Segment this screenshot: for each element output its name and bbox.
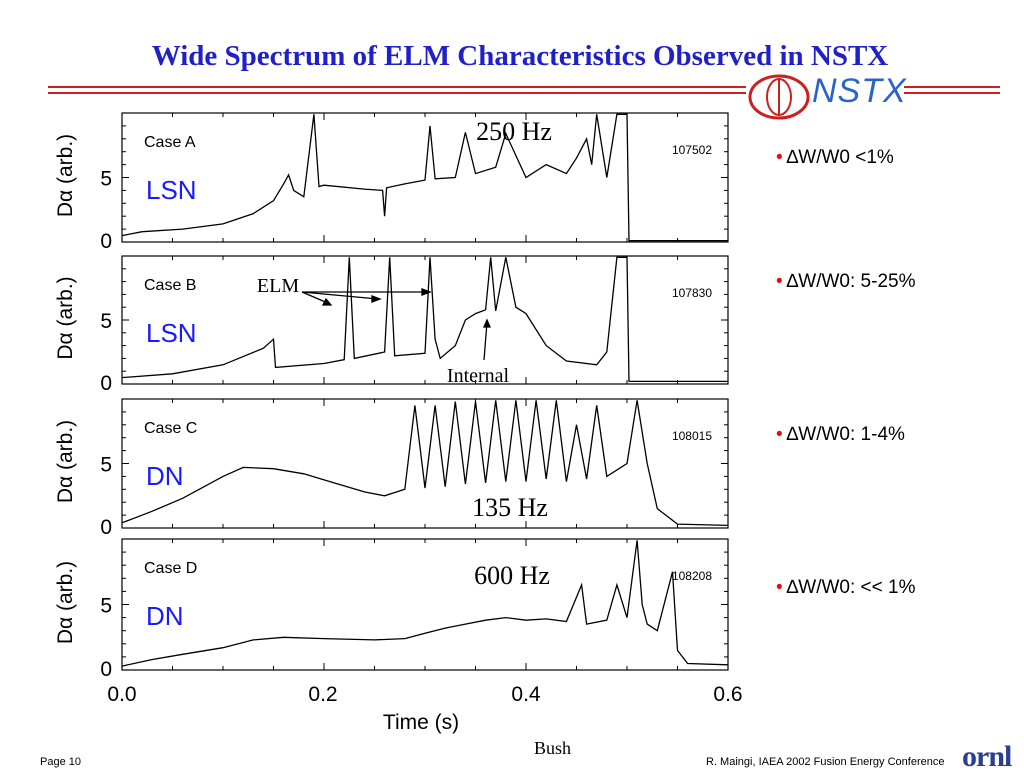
shot-number: 107830 xyxy=(672,286,712,300)
series-line xyxy=(121,540,729,667)
y-tick-label: 5 xyxy=(100,454,112,477)
ornl-logo: ornl xyxy=(962,740,1012,773)
panel-frame xyxy=(121,255,729,385)
author: Bush xyxy=(534,738,572,758)
annotation-internal: Internal xyxy=(447,365,510,387)
case-label: Case C xyxy=(144,420,197,437)
shot-number: 108208 xyxy=(672,569,712,583)
annotation-600hz: 600 Hz xyxy=(474,561,550,590)
config-label: DN xyxy=(146,461,184,491)
y-tick-label: 5 xyxy=(100,310,112,333)
panel-2: 5 0 Dα (arb.) Case B LSN 107830 xyxy=(54,255,729,395)
shot-number: 107502 xyxy=(672,143,712,157)
title-rule-top-right xyxy=(904,86,1000,88)
y-tick-label: 0 xyxy=(100,658,112,681)
config-label: LSN xyxy=(146,175,197,205)
bullet-case-d: • ∆W/W0: << 1% xyxy=(776,577,916,598)
y-tick-label: 0 xyxy=(100,516,112,539)
y-tick-label: 5 xyxy=(100,595,112,618)
bullet-case-b: • ∆W/W0: 5-25% xyxy=(776,271,916,292)
panel-3: 5 0 Dα (arb.) Case C DN 108015 xyxy=(54,398,729,539)
nstx-logo-icon xyxy=(748,74,810,120)
panel-4: 5 0 Dα (arb.) Case D DN 108208 xyxy=(54,538,729,681)
page-number: Page 10 xyxy=(40,756,81,768)
config-label: DN xyxy=(146,601,184,631)
nstx-logo-text: NSTX xyxy=(812,72,907,110)
panel-frame xyxy=(121,398,729,529)
panel-1: 5 0 Dα (arb.) Case A LSN 107502 xyxy=(54,112,729,253)
y-axis-label: Dα (arb.) xyxy=(54,134,77,217)
series-line xyxy=(121,256,728,383)
series-line xyxy=(121,113,728,242)
case-label: Case A xyxy=(144,134,196,151)
title-rule-top-left xyxy=(48,86,746,88)
elm-arrows xyxy=(301,288,491,361)
x-tick-label: 0.2 xyxy=(308,683,337,706)
case-label: Case B xyxy=(144,277,196,294)
x-axis-label: Time (s) xyxy=(383,711,459,734)
credit: R. Maingi, IAEA 2002 Fusion Energy Confe… xyxy=(706,756,945,768)
case-label: Case D xyxy=(144,560,197,577)
config-label: LSN xyxy=(146,318,197,348)
y-axis-label: Dα (arb.) xyxy=(54,420,77,503)
title-rule-bottom-right xyxy=(904,92,1000,94)
annotation-250hz: 250 Hz xyxy=(476,117,552,146)
x-tick-label: 0.0 xyxy=(107,683,136,706)
annotation-135hz: 135 Hz xyxy=(472,493,548,522)
x-tick-label: 0.6 xyxy=(713,683,742,706)
annotation-elm: ELM xyxy=(257,275,299,297)
shot-number: 108015 xyxy=(672,429,712,443)
bullet-case-c: • ∆W/W0: 1-4% xyxy=(776,424,905,445)
y-tick-label: 5 xyxy=(100,168,112,191)
title-rule-bottom-left xyxy=(48,92,746,94)
bullet-case-a: • ∆W/W0 <1% xyxy=(776,147,894,168)
y-tick-label: 0 xyxy=(100,230,112,253)
y-axis-label: Dα (arb.) xyxy=(54,276,77,359)
y-axis-label: Dα (arb.) xyxy=(54,561,77,644)
series-line xyxy=(121,400,729,527)
panel-frame xyxy=(121,538,729,671)
x-tick-label: 0.4 xyxy=(511,683,541,706)
page-title: Wide Spectrum of ELM Characteristics Obs… xyxy=(151,40,889,72)
y-tick-label: 0 xyxy=(100,372,112,395)
